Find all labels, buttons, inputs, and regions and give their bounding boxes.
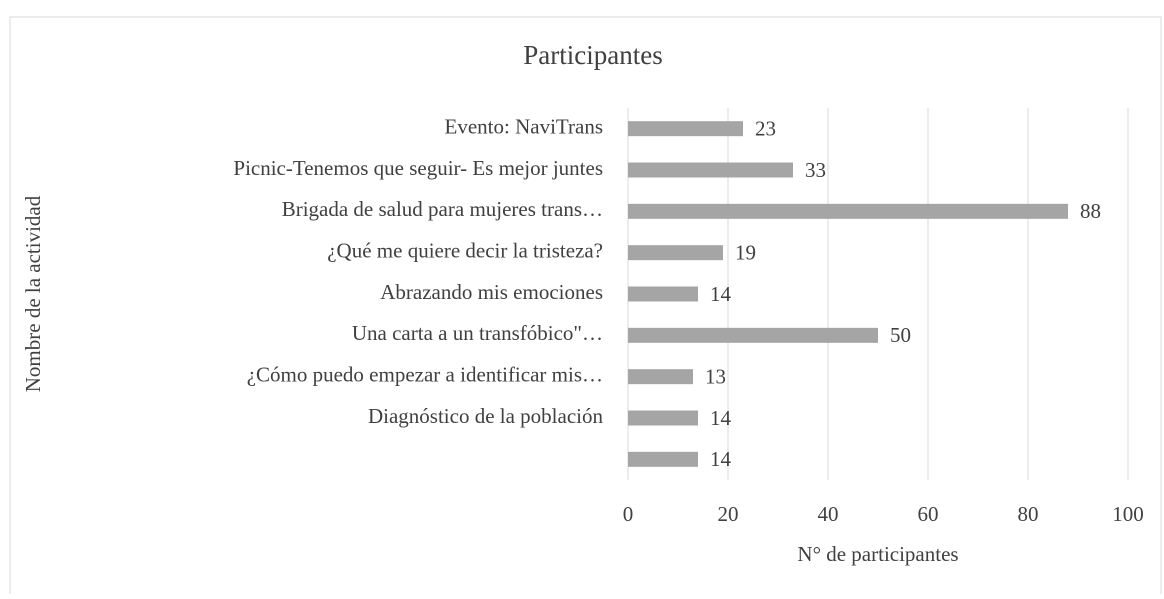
y-tick-label: Evento: NaviTrans: [445, 114, 603, 138]
bar: [628, 451, 698, 467]
value-label: 19: [735, 240, 756, 264]
bar: [628, 410, 698, 426]
bar: [628, 121, 743, 137]
y-tick-label: Diagnóstico de la población: [368, 404, 604, 428]
bar: [628, 327, 878, 343]
x-tick-label: 60: [918, 502, 939, 526]
x-tick-label: 0: [623, 502, 634, 526]
value-label: 88: [1080, 199, 1101, 223]
chart-frame: [9, 16, 1162, 599]
value-label: 23: [755, 116, 776, 140]
bar: [628, 162, 793, 178]
bar: [628, 245, 723, 261]
bar: [628, 286, 698, 302]
value-label: 50: [890, 323, 911, 347]
x-tick-label: 100: [1112, 502, 1144, 526]
value-label: 14: [710, 447, 732, 471]
y-tick-label: Picnic-Tenemos que seguir- Es mejor junt…: [233, 156, 603, 180]
value-label: 14: [710, 406, 732, 430]
x-tick-label: 80: [1018, 502, 1039, 526]
bar: [628, 203, 1068, 219]
chart-title: Participantes: [523, 40, 662, 70]
x-tick-label: 20: [718, 502, 739, 526]
y-axis-label: Nombre de la actividad: [21, 195, 45, 392]
y-tick-label: Abrazando mis emociones: [380, 280, 603, 304]
y-tick-label: ¿Qué me quiere decir la tristeza?: [327, 238, 603, 262]
y-tick-label: Una carta a un transfóbico"…: [352, 321, 603, 345]
value-label: 14: [710, 282, 732, 306]
y-tick-label: ¿Cómo puedo empezar a identificar mis…: [247, 362, 603, 386]
bar: [628, 369, 693, 385]
x-axis-label: N° de participantes: [797, 542, 958, 566]
x-tick-label: 40: [818, 502, 839, 526]
value-label: 33: [805, 158, 826, 182]
y-tick-label: Brigada de salud para mujeres trans…: [282, 197, 603, 221]
value-label: 13: [705, 364, 726, 388]
